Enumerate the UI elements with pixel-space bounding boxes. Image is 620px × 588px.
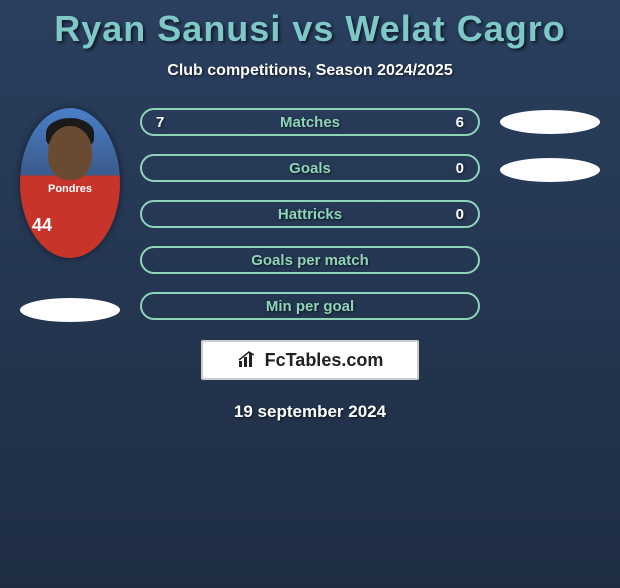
jersey-number: 44 <box>32 215 52 236</box>
stat-row-matches: 7 Matches 6 <box>140 108 480 136</box>
stat-row-goals-per-match: Goals per match <box>140 246 480 274</box>
subtitle: Club competitions, Season 2024/2025 <box>0 62 620 80</box>
stat-right-value: 0 <box>444 160 464 177</box>
chart-icon <box>237 351 259 369</box>
stat-label: Goals per match <box>251 252 369 269</box>
brand-badge: FcTables.com <box>201 340 419 380</box>
stat-label: Min per goal <box>266 298 354 315</box>
player-left-column: Pondres 44 <box>10 108 130 322</box>
comparison-row: Pondres 44 7 Matches 6 Goals 0 Hattricks… <box>0 108 620 322</box>
avatar-background: Pondres 44 <box>20 108 120 258</box>
player-right-avatar-placeholder <box>500 110 600 134</box>
jersey-sponsor: Pondres <box>48 183 92 195</box>
player-right-column <box>490 108 610 182</box>
stat-right-value: 0 <box>444 206 464 223</box>
stat-row-goals: Goals 0 <box>140 154 480 182</box>
stat-label: Matches <box>280 114 340 131</box>
page-title: Ryan Sanusi vs Welat Cagro <box>0 8 620 50</box>
stat-row-hattricks: Hattricks 0 <box>140 200 480 228</box>
date-text: 19 september 2024 <box>0 402 620 422</box>
player-left-name-placeholder <box>20 298 120 322</box>
brand-text: FcTables.com <box>265 350 384 371</box>
stats-column: 7 Matches 6 Goals 0 Hattricks 0 Goals pe… <box>130 108 490 320</box>
player-right-name-placeholder <box>500 158 600 182</box>
stat-label: Hattricks <box>278 206 342 223</box>
stat-row-min-per-goal: Min per goal <box>140 292 480 320</box>
stat-right-value: 6 <box>444 114 464 131</box>
stat-label: Goals <box>289 160 331 177</box>
avatar-head <box>48 126 92 180</box>
stat-left-value: 7 <box>156 114 176 131</box>
player-left-avatar: Pondres 44 <box>20 108 120 258</box>
